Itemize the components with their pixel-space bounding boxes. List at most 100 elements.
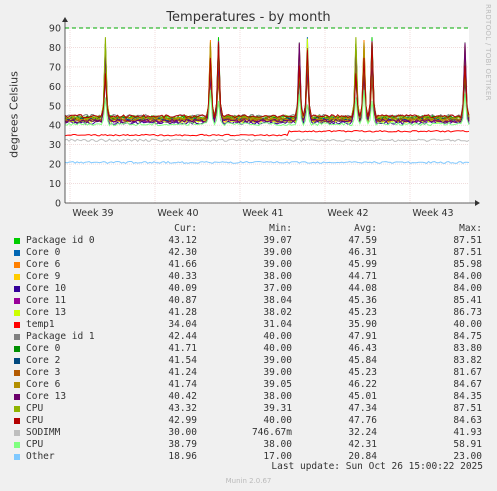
- legend-row: Core 2 41.54 39.00 45.84 83.82: [12, 355, 492, 367]
- legend-cur: 41.66: [168, 259, 197, 270]
- legend-max: 23.00: [453, 451, 482, 462]
- legend-cur: 41.28: [168, 307, 197, 318]
- last-update: Last update: Sun Oct 26 15:00:22 2025: [271, 461, 483, 472]
- legend-cur: 41.54: [168, 355, 197, 366]
- legend-max: 86.73: [453, 307, 482, 318]
- legend-min: 38.00: [263, 271, 292, 282]
- legend-max: 58.91: [453, 439, 482, 450]
- series-line: [64, 43, 470, 124]
- legend-swatch: [14, 346, 20, 352]
- legend-swatch: [14, 442, 20, 448]
- legend-min: 746.67m: [251, 427, 292, 438]
- legend-min: 38.00: [263, 439, 292, 450]
- x-tick-label: Week 42: [327, 208, 368, 219]
- legend-row: Core 11 40.87 38.04 45.36 85.41: [12, 295, 492, 307]
- legend-swatch: [14, 274, 20, 280]
- legend-row: CPU 42.99 40.00 47.76 84.63: [12, 415, 492, 427]
- legend-name: CPU: [26, 439, 44, 450]
- legend-row: temp1 34.04 31.04 35.90 40.00: [12, 319, 492, 331]
- series-line: [65, 37, 470, 120]
- legend-row: CPU 43.32 39.31 47.34 87.51: [12, 403, 492, 415]
- col-avg: Avg:: [354, 223, 377, 234]
- y-tick-label: 0: [55, 199, 61, 210]
- legend-avg: 45.36: [348, 295, 377, 306]
- chart-plot: 0 10 20 30 40 50 60 70 80 90 Week 39 Week 40 Week 41…: [49, 17, 480, 219]
- legend-cur: 40.33: [168, 271, 197, 282]
- legend-avg: 45.84: [348, 355, 377, 366]
- legend-swatch: [14, 286, 20, 292]
- legend-max: 81.67: [453, 367, 482, 378]
- y-axis-arrow: [62, 17, 68, 22]
- x-tick-label: Week 41: [242, 208, 283, 219]
- legend-min: 40.00: [263, 415, 292, 426]
- series-line: [64, 90, 470, 127]
- y-tick-label: 80: [49, 43, 61, 54]
- legend-max: 87.51: [453, 247, 482, 258]
- legend-min: 38.02: [263, 307, 292, 318]
- series-line: [64, 160, 470, 164]
- legend-name: Core 0: [26, 247, 61, 258]
- legend-avg: 44.71: [348, 271, 377, 282]
- legend-row: Core 6 41.66 39.00 45.99 85.98: [12, 259, 492, 271]
- legend-min: 39.00: [263, 259, 292, 270]
- col-min: Min:: [269, 223, 292, 234]
- legend-name: Core 13: [26, 307, 67, 318]
- y-tick-label: 50: [49, 101, 61, 112]
- legend-name: Other: [26, 451, 55, 462]
- col-cur: Cur:: [174, 223, 197, 234]
- legend-swatch: [14, 406, 20, 412]
- munin-version: Munin 2.0.67: [225, 477, 272, 485]
- legend-avg: 47.34: [348, 403, 377, 414]
- legend-max: 85.41: [453, 295, 482, 306]
- y-tick-label: 30: [49, 140, 61, 151]
- series-line: [64, 138, 470, 143]
- legend-cur: 42.99: [168, 415, 197, 426]
- legend-cur: 41.71: [168, 343, 197, 354]
- y-tick-label: 60: [49, 82, 61, 93]
- rrdtool-credit: RRDTOOL / TOBI OETIKER: [484, 4, 492, 101]
- legend-cur: 43.32: [168, 403, 197, 414]
- legend-max: 84.63: [453, 415, 482, 426]
- legend-avg: 46.22: [348, 379, 377, 390]
- legend-swatch: [14, 310, 20, 316]
- legend-name: temp1: [26, 319, 55, 330]
- legend-name: Core 9: [26, 271, 61, 282]
- legend-min: 37.00: [263, 283, 292, 294]
- series-line: [64, 42, 470, 122]
- y-tick-label: 10: [49, 179, 61, 190]
- legend-min: 39.00: [263, 355, 292, 366]
- legend-max: 83.82: [453, 355, 482, 366]
- legend-min: 40.00: [263, 331, 292, 342]
- legend-avg: 45.99: [348, 259, 377, 270]
- legend-name: Core 10: [26, 283, 67, 294]
- legend-max: 84.75: [453, 331, 482, 342]
- legend-row: Core 10 40.09 37.00 44.08 84.00: [12, 283, 492, 295]
- x-tick-label: Week 40: [157, 208, 198, 219]
- legend-name: Core 11: [26, 295, 67, 306]
- legend-max: 84.67: [453, 379, 482, 390]
- legend-swatch: [14, 250, 20, 256]
- legend-cur: 40.09: [168, 283, 197, 294]
- legend-swatch: [14, 358, 20, 364]
- legend-swatch: [14, 334, 20, 340]
- legend-avg: 20.84: [348, 451, 377, 462]
- legend-name: Core 6: [26, 259, 61, 270]
- legend-min: 17.00: [263, 451, 292, 462]
- legend-avg: 35.90: [348, 319, 377, 330]
- legend-swatch: [14, 238, 20, 244]
- legend-swatch: [14, 382, 20, 388]
- legend-avg: 47.91: [348, 331, 377, 342]
- legend-row: Package id 0 43.12 39.07 47.59 87.51: [12, 235, 492, 247]
- series-line: [64, 129, 470, 137]
- legend-row: Core 13 40.42 38.00 45.01 84.35: [12, 391, 492, 403]
- legend-name: Package id 1: [26, 331, 95, 342]
- legend-row: Core 6 41.74 39.05 46.22 84.67: [12, 379, 492, 391]
- x-axis-arrow: [475, 200, 480, 206]
- legend-cur: 40.87: [168, 295, 197, 306]
- legend-row: Other 18.96 17.00 20.84 23.00: [12, 451, 492, 463]
- legend-swatch: [14, 454, 20, 460]
- legend-avg: 45.01: [348, 391, 377, 402]
- legend-swatch: [14, 298, 20, 304]
- legend-header: Cur: Min: Avg: Max:: [12, 223, 492, 235]
- legend-row: Core 0 41.71 40.00 46.43 83.80: [12, 343, 492, 355]
